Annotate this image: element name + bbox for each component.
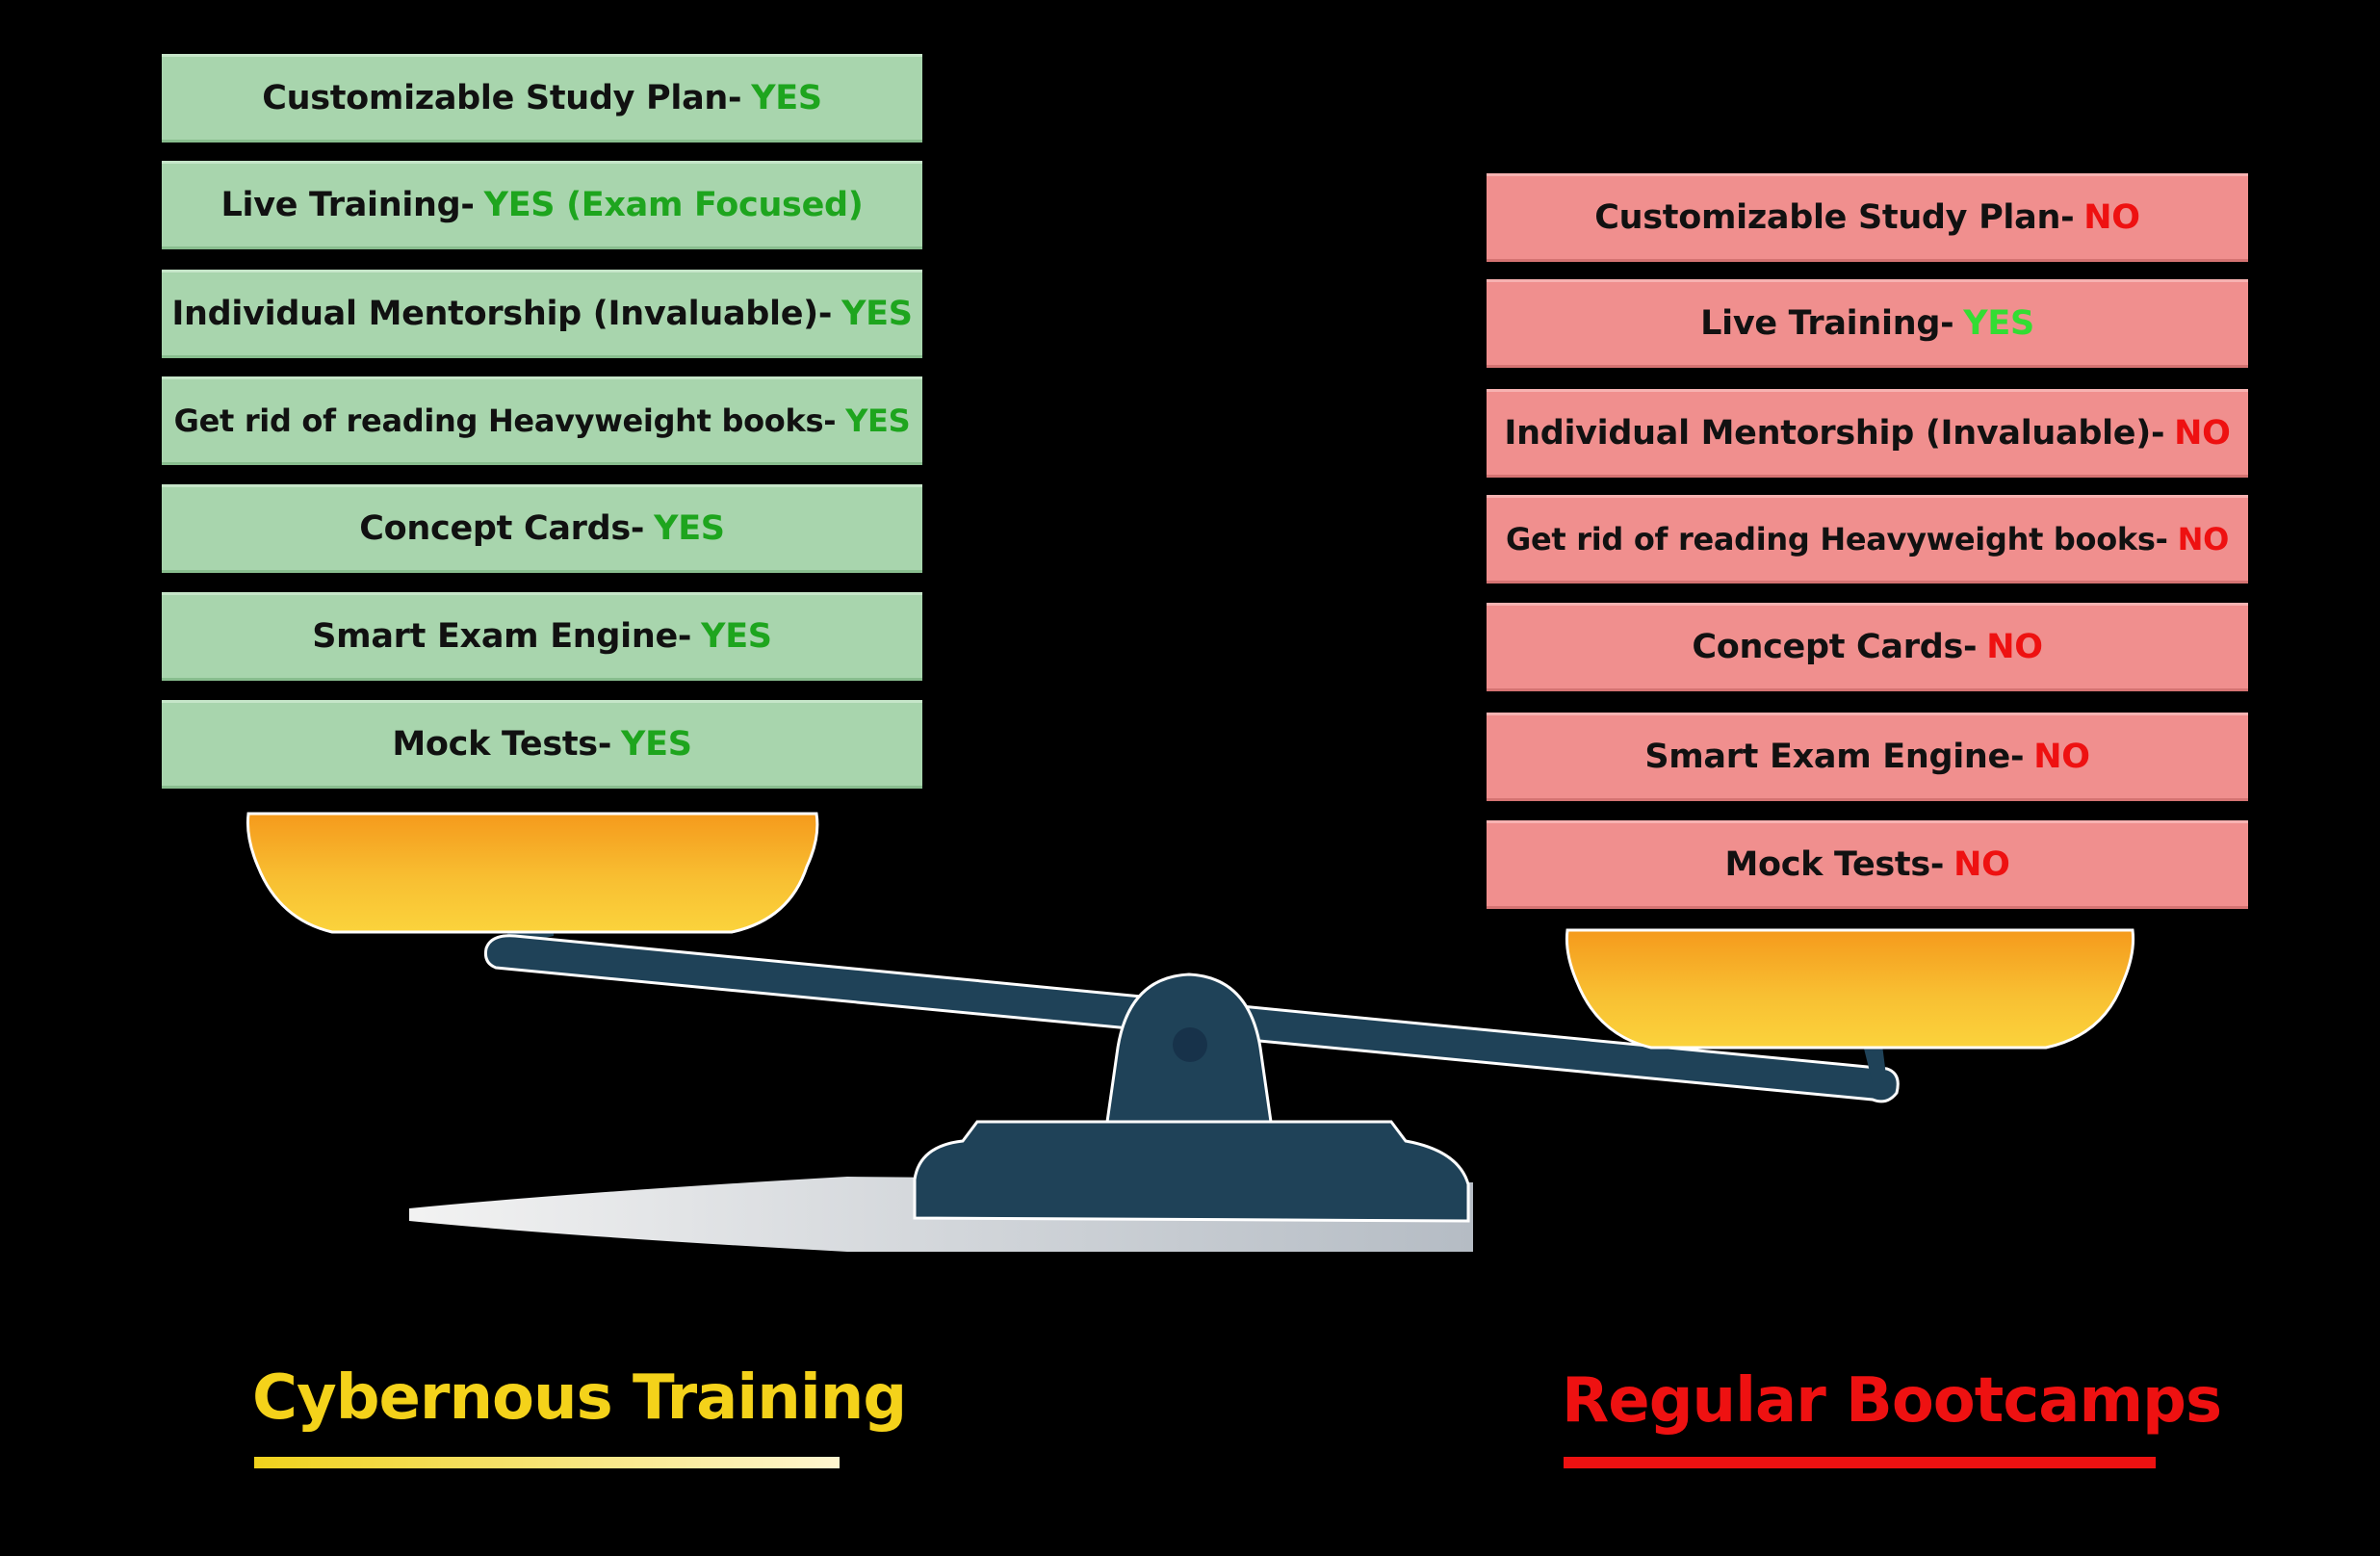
right-item: Customizable Study Plan- NO [1487, 173, 2248, 262]
left-item: Smart Exam Engine- YES [162, 592, 922, 681]
left-item: Get rid of reading Heavyweight books- YES [162, 376, 922, 465]
item-label: Smart Exam Engine- [1644, 738, 2025, 776]
item-label: Get rid of reading Heavyweight books- [1506, 521, 2168, 558]
item-value: NO [2033, 738, 2090, 776]
scale-base [913, 1120, 1470, 1223]
item-label: Customizable Study Plan- [1594, 198, 2075, 237]
item-value: YES [751, 79, 822, 117]
item-value: NO [2174, 414, 2231, 453]
left-item: Live Training- YES (Exam Focused) [162, 161, 922, 249]
item-label: Mock Tests- [392, 725, 612, 764]
item-label: Individual Mentorship (Invaluable)- [171, 295, 833, 333]
item-label: Mock Tests- [1724, 845, 1945, 884]
left-title-underline [254, 1457, 840, 1468]
item-value: YES [654, 509, 725, 548]
item-value: YES [845, 402, 911, 439]
right-title: Regular Bootcamps [1562, 1365, 2222, 1437]
left-item: Mock Tests- YES [162, 700, 922, 789]
left-title: Cybernous Training [252, 1362, 907, 1434]
item-value: YES [621, 725, 692, 764]
item-value: NO [1953, 845, 2010, 884]
right-item: Mock Tests- NO [1487, 820, 2248, 909]
right-item: Concept Cards- NO [1487, 603, 2248, 691]
left-pan [246, 812, 819, 934]
item-label: Concept Cards- [359, 509, 645, 548]
item-value: NO [1986, 628, 2043, 666]
item-label: Individual Mentorship (Invaluable)- [1504, 414, 2165, 453]
item-label: Live Training- [220, 186, 475, 224]
right-pan [1565, 928, 2134, 1050]
item-value: YES (Exam Focused) [483, 186, 864, 224]
pivot [1173, 1027, 1207, 1062]
right-item: Individual Mentorship (Invaluable)- NO [1487, 389, 2248, 478]
item-label: Live Training- [1700, 304, 1954, 343]
left-item: Concept Cards- YES [162, 484, 922, 573]
left-item: Customizable Study Plan- YES [162, 54, 922, 143]
left-item: Individual Mentorship (Invaluable)- YES [162, 270, 922, 358]
right-item: Smart Exam Engine- NO [1487, 713, 2248, 801]
right-item: Live Training- YES [1487, 279, 2248, 368]
item-label: Concept Cards- [1692, 628, 1978, 666]
item-label: Get rid of reading Heavyweight books- [173, 402, 837, 439]
item-value: NO [2083, 198, 2140, 237]
item-value: NO [2177, 521, 2230, 558]
right-title-underline [1564, 1457, 2156, 1468]
item-value: YES [1963, 304, 2034, 343]
item-value: YES [701, 617, 772, 656]
item-value: YES [841, 295, 913, 333]
right-item: Get rid of reading Heavyweight books- NO [1487, 495, 2248, 584]
item-label: Customizable Study Plan- [262, 79, 742, 117]
item-label: Smart Exam Engine- [312, 617, 692, 656]
